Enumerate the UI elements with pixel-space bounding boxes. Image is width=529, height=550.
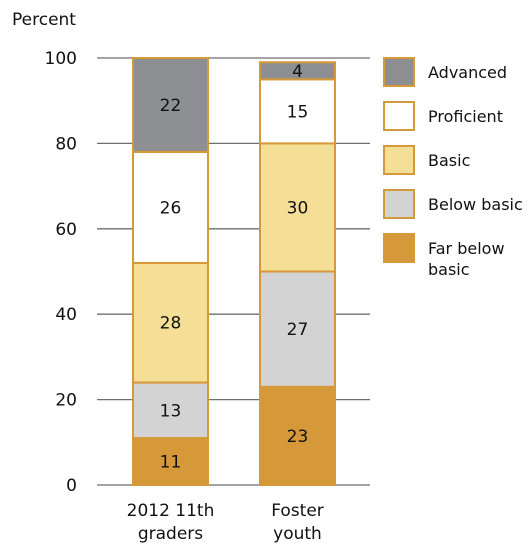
legend-item-below-basic: Below basic (383, 189, 523, 219)
legend-item-proficient: Proficient (383, 101, 503, 131)
y-tick-label-80: 80 (55, 134, 77, 154)
x-tick-label-2012-11th-graders: 2012 11th graders (127, 501, 215, 544)
bar-segment-foster-youth-far-below-basic (259, 385, 336, 487)
x-axis-ticks: 2012 11th graders Foster youth (127, 501, 324, 544)
legend-swatch-advanced (383, 57, 415, 87)
bar-stack-foster-youth: 23 27 30 15 4 (259, 61, 336, 487)
legend-item-far-below-basic: Far below basic (383, 233, 505, 279)
data-label-2012-11th-graders-proficient: 26 (160, 198, 182, 218)
legend-label-below-basic: Below basic (428, 195, 523, 214)
legend: Advanced Proficient Basic Below basic Far be… (383, 57, 523, 279)
legend-swatch-basic (383, 145, 415, 175)
legend-item-basic: Basic (383, 145, 470, 175)
bar-segment-foster-youth-basic (259, 142, 336, 273)
data-label-2012-11th-graders-far-below-basic: 11 (160, 453, 182, 473)
data-label-foster-youth-basic: 30 (287, 198, 309, 218)
y-axis-label: Percent (12, 10, 76, 30)
bar-segment-foster-youth-below-basic (259, 270, 336, 388)
legend-label-far-below-basic: Far below basic (428, 239, 505, 279)
x-tick-label-foster-youth: Foster youth (271, 501, 324, 544)
bar-segment-2012-11th-graders-advanced (132, 57, 209, 153)
legend-item-advanced: Advanced (383, 57, 507, 87)
legend-label-proficient: Proficient (428, 107, 503, 126)
data-label-foster-youth-proficient: 15 (287, 102, 309, 122)
legend-label-advanced: Advanced (428, 63, 507, 82)
y-axis-ticks: 0 20 40 60 80 100 (45, 49, 77, 496)
y-tick-label-20: 20 (55, 391, 77, 411)
y-tick-label-60: 60 (55, 220, 77, 240)
data-label-2012-11th-graders-below-basic: 13 (160, 401, 182, 421)
data-label-2012-11th-graders-advanced: 22 (160, 96, 182, 116)
bar-segment-2012-11th-graders-basic (132, 261, 209, 384)
legend-swatch-below-basic (383, 189, 415, 219)
bar-stack-2012-11th-graders: 11 13 28 26 22 (132, 57, 209, 486)
y-tick-label-0: 0 (66, 476, 77, 496)
legend-label-basic: Basic (428, 151, 470, 170)
y-tick-label-100: 100 (45, 49, 77, 69)
data-label-foster-youth-below-basic: 27 (287, 320, 309, 340)
data-label-foster-youth-far-below-basic: 23 (287, 427, 309, 447)
bar-segment-foster-youth-advanced (259, 61, 336, 81)
legend-swatch-far-below-basic (383, 233, 415, 263)
bars: 11 13 28 26 22 23 27 30 15 4 (132, 57, 336, 487)
data-label-foster-youth-advanced: 4 (292, 62, 303, 82)
data-label-2012-11th-graders-basic: 28 (160, 314, 182, 334)
legend-swatch-proficient (383, 101, 415, 131)
bar-segment-2012-11th-graders-below-basic (132, 381, 209, 440)
y-tick-label-40: 40 (55, 305, 77, 325)
